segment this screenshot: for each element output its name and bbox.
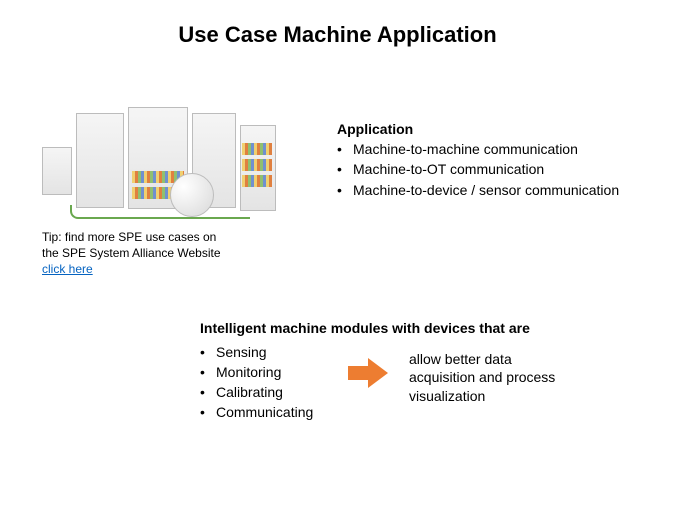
modules-item: Communicating <box>200 402 340 422</box>
tip-line-1: Tip: find more SPE use cases on <box>42 230 216 244</box>
machine-cabinet <box>42 147 72 195</box>
modules-item: Monitoring <box>200 362 340 382</box>
machine-cable <box>70 205 250 219</box>
modules-list: Sensing Monitoring Calibrating Communica… <box>200 342 340 423</box>
tip-link[interactable]: click here <box>42 262 93 276</box>
machine-column: Tip: find more SPE use cases on the SPE … <box>42 103 297 278</box>
machine-rack <box>242 175 272 187</box>
tip-line-2: the SPE System Alliance Website <box>42 246 221 260</box>
arrow-icon <box>340 342 395 388</box>
modules-row: Sensing Monitoring Calibrating Communica… <box>200 342 675 423</box>
application-column: Application Machine-to-machine communica… <box>337 121 619 200</box>
machine-cabinet <box>76 113 124 208</box>
application-list: Machine-to-machine communication Machine… <box>337 139 619 200</box>
page-title: Use Case Machine Application <box>0 0 675 48</box>
modules-result: allow better data acquisition and proces… <box>409 342 559 407</box>
tip-text: Tip: find more SPE use cases on the SPE … <box>42 229 252 278</box>
application-item: Machine-to-device / sensor communication <box>337 180 619 200</box>
application-heading: Application <box>337 121 619 137</box>
machine-rack <box>242 159 272 171</box>
upper-section: Tip: find more SPE use cases on the SPE … <box>0 103 675 278</box>
lower-section: Intelligent machine modules with devices… <box>0 320 675 423</box>
machine-rack <box>242 143 272 155</box>
modules-item: Calibrating <box>200 382 340 402</box>
machine-illustration <box>42 103 287 223</box>
application-item: Machine-to-machine communication <box>337 139 619 159</box>
modules-item: Sensing <box>200 342 340 362</box>
modules-heading: Intelligent machine modules with devices… <box>200 320 675 336</box>
application-item: Machine-to-OT communication <box>337 159 619 179</box>
